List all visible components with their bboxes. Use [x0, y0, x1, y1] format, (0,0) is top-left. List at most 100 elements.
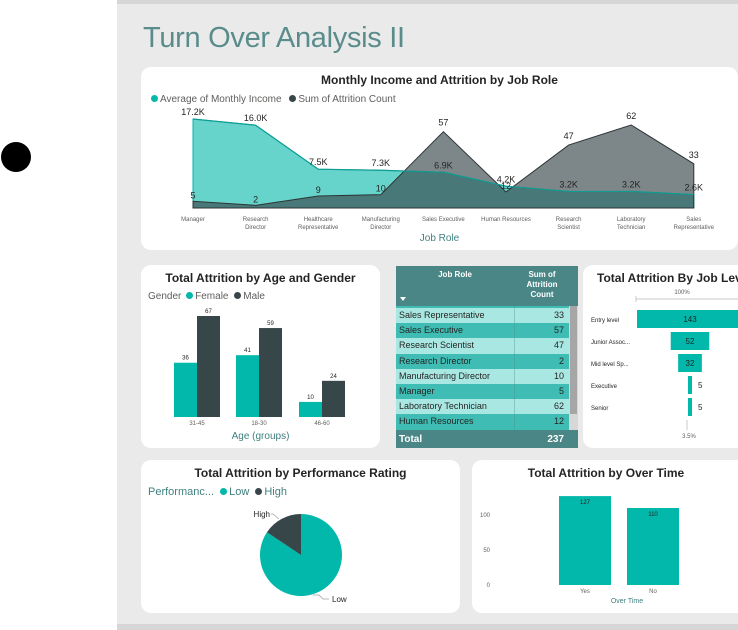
area-tick-label: Manufacturing — [362, 217, 400, 223]
bar-data-label: 10 — [307, 395, 314, 401]
table-row[interactable]: Research Scientist 47 — [396, 338, 569, 354]
pie-label-high: High — [254, 510, 270, 519]
legend-male-dot — [234, 292, 242, 299]
male-bar — [259, 328, 282, 417]
job-level-card[interactable]: Total Attrition By Job Level 100% Entry l… — [583, 265, 738, 448]
income-data-label: 16.0K — [244, 113, 268, 123]
attrition-data-label: 33 — [689, 150, 699, 160]
income-data-label: 17.2K — [181, 107, 205, 117]
legend-low-label: Low — [229, 486, 250, 498]
legend-low-dot — [220, 488, 228, 495]
legend-female-label: Female — [195, 291, 229, 302]
legend-performance-title: Performanc... — [148, 486, 215, 498]
table-cell-jobrole: Human Resources — [399, 416, 474, 427]
income-attrition-xlabel: Job Role — [419, 233, 460, 244]
funnel-category-label: Mid level Sp... — [591, 362, 629, 368]
table-scrollbar-thumb[interactable] — [570, 306, 577, 414]
table-column-divider — [514, 306, 515, 448]
performance-title: Total Attrition by Performance Rating — [194, 466, 407, 480]
table-col-attrition[interactable]: Sum of Attrition Count — [526, 270, 558, 299]
legend-female-dot — [186, 292, 194, 299]
overtime-y-tick: 0 — [487, 583, 491, 589]
attrition-area — [192, 124, 695, 209]
table-cell-attrition: 2 — [558, 355, 564, 366]
overtime-card[interactable]: Total Attrition by Over Time 0 50 100 127 Ye… — [472, 460, 738, 613]
overtime-y-tick: 50 — [483, 548, 490, 554]
area-tick-label: Research — [556, 217, 582, 223]
female-bar — [174, 362, 197, 417]
legend-attrition-dot — [289, 95, 297, 102]
pie-label-low: Low — [332, 595, 347, 604]
job-level-funnel: 100% Entry level 143 Junior Assoc... 52 Mid l… — [591, 290, 738, 440]
performance-card[interactable]: Total Attrition by Performance Rating Pe… — [141, 460, 460, 613]
table-cell-attrition: 62 — [553, 401, 564, 412]
table-row[interactable]: Human Resources 12 — [396, 414, 569, 430]
funnel-bar — [688, 398, 692, 416]
report-canvas: Turn Over Analysis II Monthly Income and… — [117, 0, 738, 630]
table-row[interactable]: Laboratory Technician 62 — [396, 399, 569, 415]
table-cell-jobrole: Manager — [399, 386, 435, 396]
overtime-data-label: 127 — [580, 500, 591, 506]
area-tick-label: Director — [245, 225, 266, 231]
table-cell-jobrole: Manufacturing Director — [399, 370, 491, 381]
legend-high-dot — [255, 488, 263, 495]
table-cell-attrition: 57 — [553, 325, 564, 336]
funnel-value-label: 52 — [686, 337, 695, 346]
table-cell-attrition: 12 — [553, 416, 564, 427]
table-row[interactable]: Manufacturing Director 10 — [396, 368, 569, 385]
funnel-category-label: Junior Assoc... — [591, 340, 630, 346]
table-row[interactable]: Manager 5 — [396, 384, 569, 400]
overtime-x-tick: Yes — [580, 589, 590, 595]
funnel-category-label: Executive — [591, 384, 618, 390]
income-data-label: 3.2K — [559, 179, 578, 189]
area-tick-label: Director — [370, 225, 391, 231]
overtime-chart: 0 50 100 127 Yes 110 No — [480, 496, 679, 595]
attrition-data-label: 62 — [626, 111, 636, 121]
page-title: Turn Over Analysis II — [143, 22, 405, 54]
table-row[interactable]: Research Director 2 — [396, 353, 569, 369]
area-tick-label: Representative — [674, 225, 715, 231]
age-gender-chart: 36 67 31-45 41 59 18-30 10 24 46-60 — [174, 309, 345, 427]
table-cell-jobrole: Research Scientist — [399, 340, 475, 351]
table-cell-attrition: 10 — [553, 370, 564, 381]
table-cell-attrition: 33 — [553, 310, 564, 320]
legend-high-label: High — [264, 486, 287, 498]
bar-data-label: 67 — [205, 309, 212, 315]
table-cell-jobrole: Research Director — [399, 355, 472, 366]
area-tick-label: Research — [243, 217, 269, 223]
legend-income-label: Average of Monthly Income — [160, 94, 282, 105]
table-scrollbar[interactable] — [569, 306, 578, 448]
funnel-bar — [637, 310, 738, 328]
income-attrition-card[interactable]: Monthly Income and Attrition by Job Role… — [141, 67, 738, 250]
table-col-jobrole[interactable]: Job Role — [438, 270, 472, 279]
attrition-data-label: 10 — [376, 184, 386, 194]
income-attrition-legend: Average of Monthly Income Sum of Attriti… — [149, 94, 396, 105]
legend-male-label: Male — [243, 291, 265, 302]
overtime-bar-no — [627, 508, 679, 585]
income-attrition-chart: 17.2K 16.0K 7.5K 7.3K 6.9K 4.2K 3.2K 3.2K 2.6K 5 2… — [181, 107, 715, 231]
income-data-label: 3.2K — [622, 179, 641, 189]
attrition-data-label: 57 — [438, 118, 448, 128]
age-gender-card[interactable]: Total Attrition by Age and Gender Gender… — [141, 265, 380, 448]
bar-data-label: 24 — [330, 374, 337, 380]
table-row[interactable]: Sales Representative 33 — [396, 308, 569, 324]
sort-down-icon[interactable] — [400, 297, 406, 301]
area-tick-label: Technician — [617, 225, 645, 231]
top-bar — [117, 0, 738, 4]
table-cell-jobrole: Sales Representative — [399, 310, 485, 320]
funnel-value-label: 5 — [698, 381, 703, 390]
age-gender-legend: Gender Female Male — [148, 291, 265, 302]
attrition-data-label: 2 — [253, 194, 258, 204]
income-attrition-title: Monthly Income and Attrition by Job Role — [321, 73, 558, 87]
overtime-bar-yes — [559, 496, 611, 585]
bottom-bar — [117, 624, 738, 630]
legend-gender-title: Gender — [148, 291, 182, 302]
table-cell-jobrole: Sales Executive — [399, 325, 464, 336]
legend-attrition-label: Sum of Attrition Count — [298, 94, 396, 105]
table-row[interactable]: Sales Executive 57 — [396, 323, 569, 339]
pie-leader-low — [313, 594, 329, 600]
funnel-bar — [678, 354, 702, 372]
area-tick-label: Representative — [298, 225, 339, 231]
job-role-table[interactable]: Job Role Sum of Attrition Count Sales Re… — [396, 266, 578, 448]
age-tick-label: 18-30 — [251, 421, 267, 427]
